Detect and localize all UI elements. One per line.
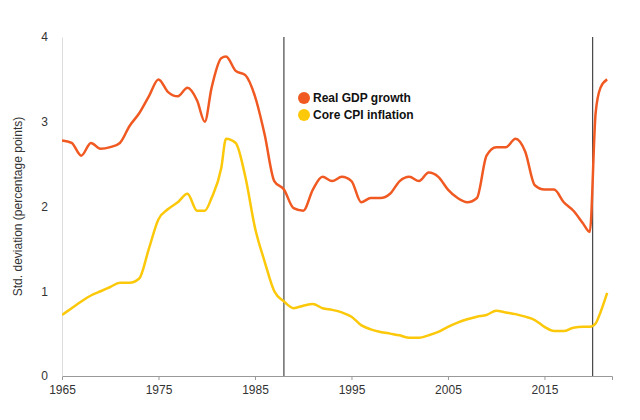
x-axis-line [63, 377, 613, 381]
legend-label: Real GDP growth [313, 91, 411, 105]
x-tick-label: 1985 [242, 383, 269, 397]
y-tick: 2 [41, 200, 62, 214]
y-axis-line [62, 38, 63, 377]
x-tick-label: 1995 [339, 383, 366, 397]
y-tick: 1 [41, 285, 62, 299]
x-tick: 1965 [49, 376, 76, 397]
x-tick-label: 1965 [49, 383, 76, 397]
y-tick-label: 0 [41, 369, 48, 383]
series-line [62, 139, 607, 338]
y-tick: 0 [41, 369, 62, 383]
x-tick-label: 2015 [532, 383, 559, 397]
x-tick: 2015 [532, 376, 559, 397]
y-tick-label: 1 [41, 285, 48, 299]
y-tick: 4 [41, 30, 62, 44]
x-tick-mark [158, 376, 159, 380]
x-tick: 1985 [242, 376, 269, 397]
x-tick-mark [351, 376, 352, 380]
x-tick-mark [448, 376, 449, 380]
x-tick-mark [544, 376, 545, 380]
x-tick-mark [62, 376, 63, 380]
legend: Real GDP growth Core CPI inflation [298, 91, 414, 122]
y-tick-label: 4 [41, 30, 48, 44]
legend-item: Real GDP growth [298, 91, 411, 105]
legend-label: Core CPI inflation [313, 108, 414, 122]
x-tick-label: 2005 [435, 383, 462, 397]
y-tick-label: 2 [41, 200, 48, 214]
legend-item: Core CPI inflation [298, 108, 414, 122]
series-line [62, 56, 607, 231]
vertical-line [283, 37, 284, 376]
x-tick: 2005 [435, 376, 462, 397]
legend-swatch [298, 109, 310, 121]
x-tick: 1995 [339, 376, 366, 397]
y-axis: 0 1 2 3 4 [41, 30, 62, 383]
y-tick: 3 [41, 115, 62, 129]
x-tick-mark [255, 376, 256, 380]
chart: 1965 1975 1985 1995 2005 2015 0 1 2 3 4 Std. deviat… [0, 0, 640, 420]
plot-area [62, 37, 607, 376]
y-tick-label: 3 [41, 115, 48, 129]
x-tick-label: 1975 [146, 383, 173, 397]
x-tick: 1975 [146, 376, 173, 397]
legend-swatch [298, 92, 310, 104]
x-axis: 1965 1975 1985 1995 2005 2015 [49, 376, 612, 397]
y-axis-title: Std. deviation (percentage points) [11, 117, 25, 296]
